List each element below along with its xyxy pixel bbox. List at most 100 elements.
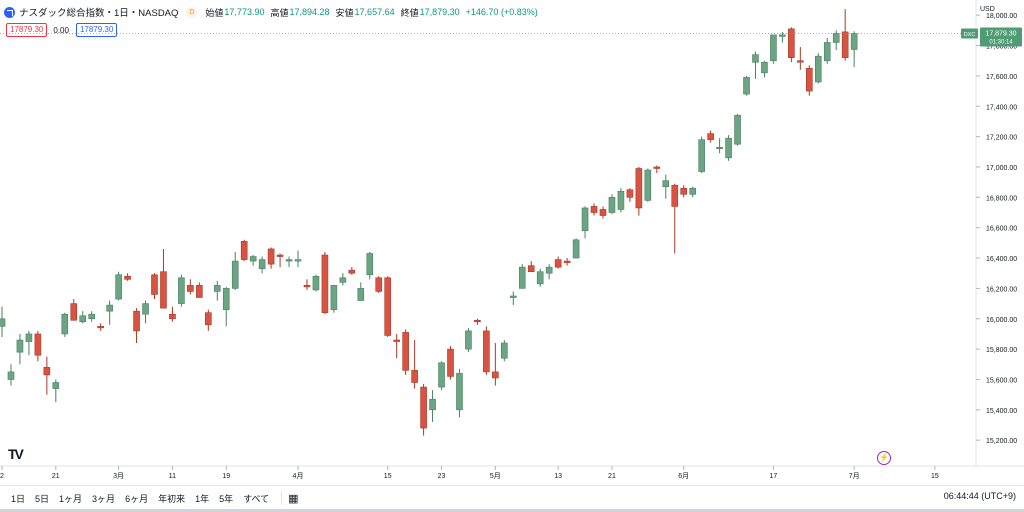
y-tick-label: 17,400.00 bbox=[986, 104, 1017, 111]
candle-body bbox=[142, 303, 149, 315]
close-value: 17,879.30 bbox=[419, 7, 460, 17]
candle bbox=[231, 251, 239, 290]
candle bbox=[366, 251, 374, 280]
candle bbox=[554, 256, 562, 269]
toolbar-divider bbox=[281, 491, 283, 505]
candle bbox=[814, 53, 822, 84]
range-button-1y[interactable]: 1年 bbox=[195, 493, 210, 504]
candle-body bbox=[231, 260, 239, 289]
candle-body bbox=[653, 166, 661, 169]
candle bbox=[0, 306, 6, 337]
candle-body bbox=[689, 187, 696, 195]
candle bbox=[635, 166, 643, 216]
currency-label[interactable]: USD bbox=[980, 6, 995, 13]
lightning-icon[interactable]: ⚡ bbox=[877, 451, 891, 465]
candle bbox=[823, 37, 831, 64]
candle-body bbox=[536, 271, 544, 285]
candle-body bbox=[599, 209, 607, 216]
x-tick-label: 15 bbox=[384, 473, 392, 480]
candle-body bbox=[420, 386, 427, 429]
y-tick-label: 15,800.00 bbox=[986, 347, 1017, 354]
candle-body bbox=[617, 190, 625, 210]
chart-legend: ナスダック総合指数・1日・NASDAQ D 始値 17,773.90 高値 17,8… bbox=[4, 4, 538, 20]
candle-body bbox=[814, 55, 822, 83]
candle-body bbox=[276, 254, 284, 257]
candle-body bbox=[545, 266, 553, 274]
bottom-toolbar: 1日 5日 1ヶ月 3ヶ月 6ヶ月 年初来 1年 5年 すべて ▦ bbox=[0, 485, 1024, 510]
last-price-value: 17,879.30 bbox=[985, 31, 1016, 38]
timezone-clock[interactable]: 06:44:44 (UTC+9) bbox=[943, 491, 1016, 501]
candle-body bbox=[411, 370, 418, 383]
candle-body bbox=[662, 180, 670, 188]
candle bbox=[384, 276, 392, 337]
candle-body bbox=[680, 187, 688, 195]
candle bbox=[160, 248, 167, 309]
candle bbox=[438, 361, 445, 391]
candle bbox=[303, 279, 311, 290]
candle-body bbox=[303, 285, 311, 288]
candle bbox=[788, 27, 795, 63]
candle-body bbox=[509, 295, 517, 298]
sell-price-pill[interactable]: 17879.30 bbox=[6, 23, 48, 37]
range-button-5y[interactable]: 5年 bbox=[219, 493, 234, 504]
candle-body bbox=[527, 265, 535, 273]
candle-body bbox=[850, 33, 858, 50]
candle-body bbox=[375, 277, 383, 292]
candle-body bbox=[294, 259, 302, 262]
candle bbox=[465, 327, 472, 353]
candle bbox=[7, 364, 15, 386]
range-button-1d[interactable]: 1日 bbox=[11, 493, 26, 504]
calendar-range-icon[interactable]: ▦ bbox=[288, 492, 299, 505]
candle bbox=[536, 268, 544, 287]
tradingview-logo-icon[interactable]: TV bbox=[8, 446, 24, 462]
candle bbox=[411, 340, 418, 389]
x-tick-label: 7月 bbox=[849, 472, 860, 480]
candle bbox=[330, 285, 338, 313]
candle-body bbox=[124, 275, 131, 280]
buy-price-pill[interactable]: 17879.30 bbox=[75, 23, 118, 37]
y-tick-label: 17,200.00 bbox=[986, 135, 1017, 142]
candle-body bbox=[169, 313, 176, 320]
candle-body bbox=[393, 339, 400, 342]
candle-body bbox=[590, 206, 598, 213]
candle-body bbox=[716, 146, 723, 150]
candle bbox=[267, 247, 275, 269]
last-price-label bbox=[980, 27, 1022, 47]
y-tick-label: 16,800.00 bbox=[986, 195, 1017, 202]
y-tick-label: 17,600.00 bbox=[986, 74, 1017, 81]
delay-badge[interactable]: D bbox=[186, 6, 198, 18]
y-tick-label: 15,200.00 bbox=[986, 438, 1017, 445]
candle bbox=[483, 326, 490, 375]
range-button-ytd[interactable]: 年初来 bbox=[158, 493, 186, 504]
candle-body bbox=[106, 304, 113, 312]
range-button-5d[interactable]: 5日 bbox=[35, 493, 50, 504]
symbol-title[interactable]: ナスダック総合指数・1日・NASDAQ bbox=[19, 8, 179, 19]
candle bbox=[393, 333, 400, 359]
candle bbox=[339, 273, 347, 286]
range-button-6m[interactable]: 6ヶ月 bbox=[125, 493, 149, 504]
low-label: 安値 bbox=[335, 7, 354, 18]
high-value: 17,894.28 bbox=[289, 7, 330, 17]
candle bbox=[16, 333, 24, 365]
candle-body bbox=[501, 342, 508, 359]
candle-body bbox=[34, 333, 42, 356]
range-button-1m[interactable]: 1ヶ月 bbox=[59, 493, 83, 504]
candle-body bbox=[43, 367, 51, 376]
candle-body bbox=[671, 184, 679, 207]
candle bbox=[97, 323, 104, 331]
candle bbox=[357, 282, 365, 301]
candle-body bbox=[196, 285, 203, 298]
range-button-all[interactable]: すべて bbox=[243, 493, 270, 504]
x-tick-label: 4月 bbox=[293, 472, 304, 480]
change-value: +146.70 (+0.83%) bbox=[465, 7, 538, 17]
candle-body bbox=[25, 333, 33, 342]
candle-body bbox=[734, 115, 741, 145]
candle bbox=[545, 264, 553, 280]
candle bbox=[375, 276, 383, 293]
candle bbox=[312, 274, 320, 292]
x-tick-label: 23 bbox=[438, 473, 446, 480]
candle-body bbox=[581, 207, 589, 232]
candle-body bbox=[841, 31, 849, 58]
range-button-3m[interactable]: 3ヶ月 bbox=[92, 493, 116, 504]
